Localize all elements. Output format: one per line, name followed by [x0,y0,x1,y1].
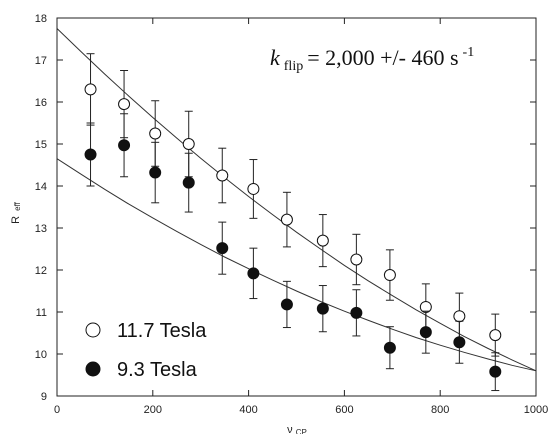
data-point [420,327,431,338]
data-point [85,149,96,160]
data-point [119,99,130,110]
data-point [454,311,465,322]
y-tick-label: 9 [41,391,47,403]
legend-marker-filled [86,362,100,376]
data-point [490,366,501,377]
x-axis-title: ν CP [287,424,307,434]
data-point [217,170,228,181]
y-tick-label: 10 [35,349,47,361]
x-tick-label: 1000 [524,404,548,416]
x-tick-label: 800 [431,404,449,416]
y-tick-label: 13 [35,223,47,235]
x-tick-label: 200 [144,404,162,416]
data-point [317,303,328,314]
data-point [248,183,259,194]
y-tick-label: 15 [35,139,47,151]
data-point [351,307,362,318]
y-tick-label: 16 [35,97,47,109]
y-tick-label: 17 [35,55,47,67]
data-point [384,270,395,281]
legend-label-11-7: 11.7 Tesla [117,320,207,342]
data-point [351,254,362,265]
legend: 11.7 Tesla 9.3 Tesla [86,320,207,381]
series-2 [57,114,536,391]
kflip-annotation: k flip = 2,000 +/- 460 s -1 [270,45,474,74]
y-tick-label: 14 [35,181,47,193]
data-point [217,243,228,254]
data-point [150,128,161,139]
data-point [317,235,328,246]
data-point [85,84,96,95]
data-point [183,139,194,150]
x-tick-label: 0 [54,404,60,416]
y-axis-title: R eff [10,201,22,224]
data-point [281,299,292,310]
y-tick-label: 18 [35,13,47,25]
data-point [490,330,501,341]
data-point [248,268,259,279]
data-point [281,214,292,225]
data-point [183,177,194,188]
data-point [454,337,465,348]
data-point [150,167,161,178]
data-point [384,342,395,353]
x-tick-label: 600 [335,404,353,416]
y-tick-label: 12 [35,265,47,277]
legend-marker-open [86,323,100,337]
data-point [119,140,130,151]
x-tick-label: 400 [239,404,257,416]
y-tick-label: 11 [36,307,47,319]
legend-label-9-3: 9.3 Tesla [117,359,198,381]
